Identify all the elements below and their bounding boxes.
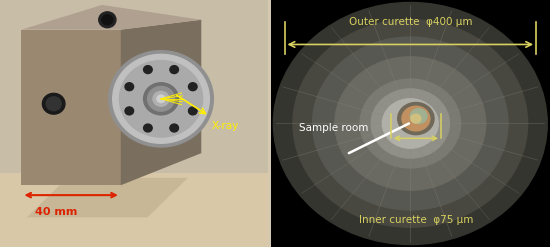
Polygon shape: [27, 178, 188, 217]
Polygon shape: [21, 30, 121, 185]
Circle shape: [410, 109, 427, 124]
Circle shape: [109, 51, 213, 147]
Circle shape: [312, 37, 508, 210]
Circle shape: [46, 97, 61, 111]
Circle shape: [125, 107, 134, 115]
Circle shape: [360, 79, 460, 168]
Circle shape: [153, 91, 169, 106]
Circle shape: [170, 124, 179, 132]
Circle shape: [125, 83, 134, 91]
Circle shape: [144, 66, 152, 74]
Circle shape: [99, 12, 116, 28]
Circle shape: [119, 61, 202, 137]
Circle shape: [144, 124, 152, 132]
Circle shape: [170, 66, 179, 74]
Circle shape: [335, 57, 486, 190]
Circle shape: [411, 114, 421, 123]
Circle shape: [189, 107, 197, 115]
Circle shape: [293, 20, 527, 227]
Text: 40 mm: 40 mm: [35, 207, 77, 217]
Circle shape: [113, 54, 210, 143]
Text: Inner curette  φ75 μm: Inner curette φ75 μm: [359, 215, 473, 225]
Text: X-ray: X-ray: [212, 121, 239, 131]
Polygon shape: [271, 0, 550, 247]
Polygon shape: [0, 0, 268, 247]
Circle shape: [402, 106, 430, 131]
Polygon shape: [21, 5, 201, 30]
Circle shape: [147, 86, 174, 111]
Circle shape: [157, 95, 165, 103]
Circle shape: [398, 103, 434, 135]
Circle shape: [273, 2, 547, 245]
Polygon shape: [121, 20, 201, 185]
Circle shape: [189, 83, 197, 91]
Circle shape: [382, 99, 438, 148]
Circle shape: [42, 93, 65, 114]
Polygon shape: [0, 173, 268, 247]
Text: Sample room: Sample room: [299, 124, 368, 133]
Text: Outer curette  φ400 μm: Outer curette φ400 μm: [349, 17, 472, 27]
Circle shape: [371, 89, 449, 158]
Circle shape: [102, 15, 113, 25]
Circle shape: [144, 83, 179, 115]
